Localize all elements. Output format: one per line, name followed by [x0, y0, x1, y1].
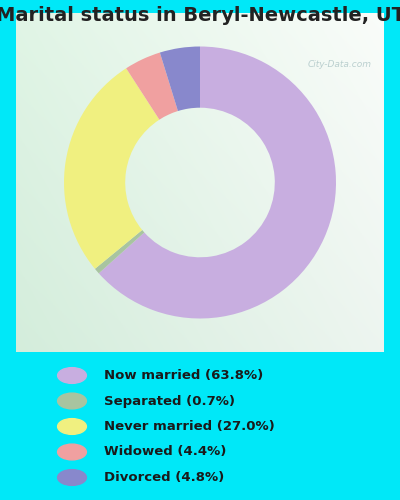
Text: Widowed (4.4%): Widowed (4.4%)	[104, 446, 226, 458]
Ellipse shape	[58, 418, 86, 434]
Text: Marital status in Beryl-Newcastle, UT: Marital status in Beryl-Newcastle, UT	[0, 6, 400, 25]
Ellipse shape	[58, 444, 86, 460]
Ellipse shape	[58, 470, 86, 486]
Ellipse shape	[58, 368, 86, 384]
Wedge shape	[64, 68, 159, 269]
Text: Divorced (4.8%): Divorced (4.8%)	[104, 471, 224, 484]
Ellipse shape	[58, 393, 86, 409]
Wedge shape	[126, 52, 178, 120]
Wedge shape	[95, 230, 144, 274]
Wedge shape	[160, 46, 200, 111]
Text: Separated (0.7%): Separated (0.7%)	[104, 394, 235, 407]
Text: Never married (27.0%): Never married (27.0%)	[104, 420, 275, 433]
Text: City-Data.com: City-Data.com	[308, 60, 372, 69]
Wedge shape	[99, 46, 336, 318]
Text: Now married (63.8%): Now married (63.8%)	[104, 369, 263, 382]
